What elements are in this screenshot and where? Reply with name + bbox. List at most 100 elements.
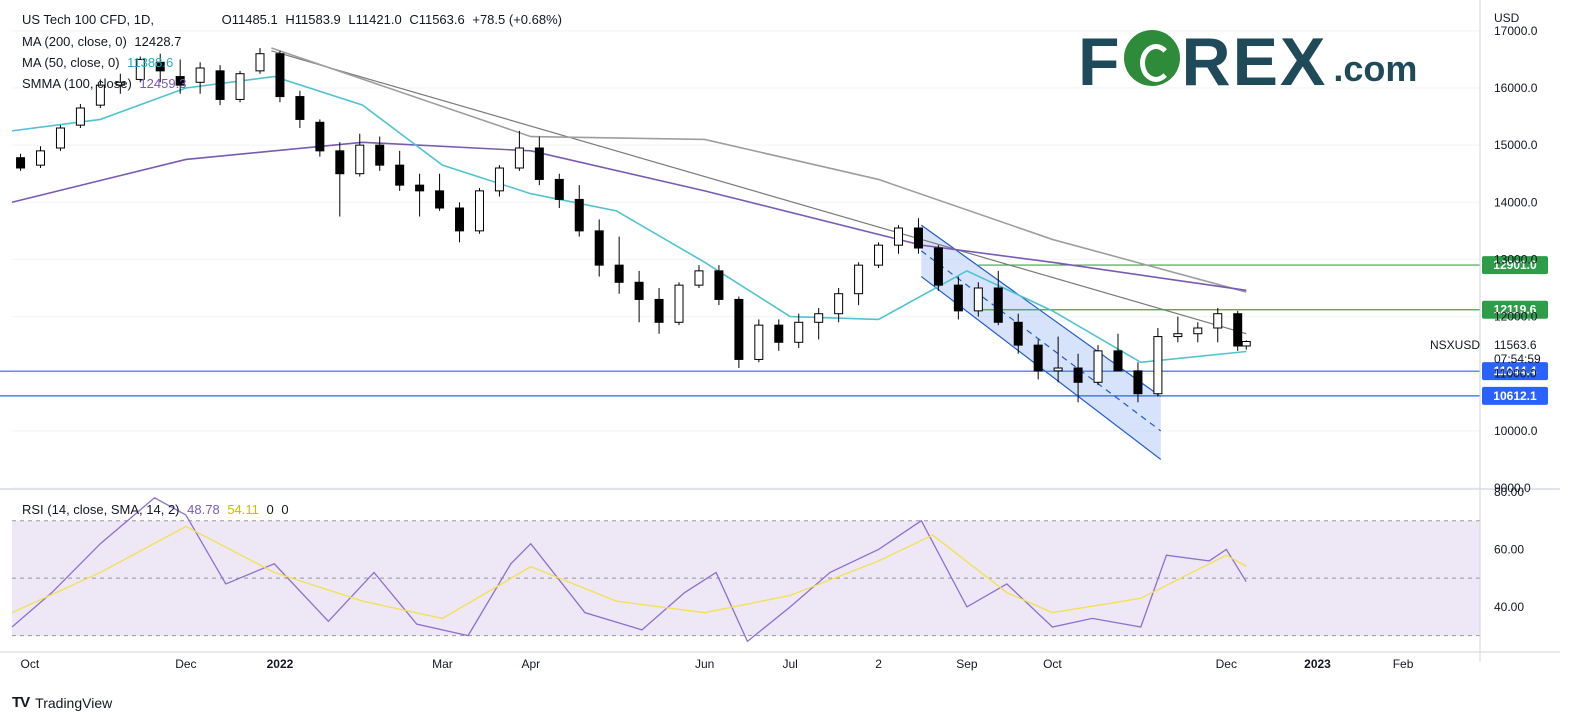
time-tick-label: 2 — [875, 657, 882, 671]
candle-body — [16, 157, 26, 169]
channel-fill — [921, 225, 1161, 460]
candle-body — [874, 244, 884, 266]
ohlc-high: H11583.9 — [285, 12, 341, 27]
time-tick-label: Oct — [21, 657, 40, 671]
horizontal-levels: 12901.0 12119.6 11044.4 10612.1 — [0, 256, 1548, 405]
price-tick-label: 16000.0 — [1494, 81, 1538, 95]
time-tick-label: 2022 — [267, 657, 294, 671]
candle-body — [973, 287, 983, 312]
candle-body — [1133, 370, 1143, 395]
candle-body — [115, 81, 125, 86]
ohlc-low: L11421.0 — [348, 12, 402, 27]
candle-body — [95, 84, 105, 106]
rsi-value: 48.78 — [187, 502, 220, 517]
level-badge-label: 11044.4 — [1494, 364, 1537, 378]
level-badge — [1482, 386, 1548, 405]
time-tick-label: Sep — [956, 657, 978, 671]
candle-body — [913, 227, 923, 249]
price-tick-label: 11000.0 — [1494, 367, 1537, 381]
candle-body — [614, 264, 624, 283]
candle-body — [514, 147, 524, 169]
candle-body — [654, 298, 664, 323]
candle-body — [55, 127, 65, 149]
main-grid — [12, 30, 1480, 489]
channel-median-line — [920, 250, 1162, 432]
price-tick-label: 9000.0 — [1494, 481, 1531, 495]
logo-suffix: .com — [1333, 48, 1418, 89]
candle-body — [1013, 321, 1023, 346]
candle-body — [634, 281, 644, 300]
candle-body — [1233, 313, 1243, 347]
ma200-line — [271, 47, 1247, 293]
level-badge — [1482, 300, 1548, 319]
candle-body — [75, 107, 85, 126]
level-badge-label: 12901.0 — [1493, 258, 1537, 272]
candle-body — [335, 150, 345, 175]
logo-text-rex: REX — [1181, 24, 1328, 100]
price-unit-label: USD — [1494, 11, 1520, 25]
time-tick-label: Oct — [1043, 657, 1062, 671]
ma50-value: 11388.6 — [127, 55, 174, 70]
rsi-legend[interactable]: RSI (14, close, SMA, 14, 2) 48.78 54.11 … — [22, 502, 293, 517]
price-tick-label: 15000.0 — [1494, 138, 1538, 152]
price-tick-label: 14000.0 — [1494, 195, 1538, 209]
axes: NSXUSD 11563.607:54:59 USD 9000.0 10000.0 110… — [0, 0, 1560, 671]
ma50-label: MA (50, close, 0) — [22, 55, 120, 70]
time-tick-label: Jun — [695, 657, 714, 671]
candle-body — [375, 144, 385, 166]
ohlc-open: O11485.1 — [221, 12, 278, 27]
level-badge-label: 10612.1 — [1493, 389, 1537, 403]
candle-body — [794, 321, 804, 343]
candle-body — [933, 247, 943, 286]
ma50-line — [11, 75, 1247, 364]
symbol-name: US Tech 100 CFD, 1D, — [22, 12, 154, 27]
rsi-extra-2: 0 — [281, 502, 289, 517]
candle-body — [894, 227, 904, 246]
price-tick-label: 13000.0 — [1494, 252, 1538, 266]
candle-body — [155, 61, 165, 72]
rsi-label: RSI (14, close, SMA, 14, 2) — [22, 502, 180, 517]
candle-body — [415, 184, 425, 192]
candle-body — [1213, 313, 1223, 329]
candle-body — [435, 190, 445, 209]
time-tick-label: Feb — [1393, 657, 1414, 671]
current-price: 11563.6 — [1494, 338, 1537, 352]
rsi-tick-label: 40.00 — [1494, 600, 1524, 614]
candle-body — [474, 190, 484, 232]
candle-body — [953, 284, 963, 312]
ohlc-change: +78.5 (+0.68%) — [472, 12, 562, 27]
rsi-pane — [11, 496, 1480, 643]
candle-body — [734, 298, 744, 360]
tradingview-footer[interactable]: TV TradingView — [12, 694, 112, 711]
tradingview-logo-icon: TV — [12, 694, 30, 711]
candle-body — [694, 270, 704, 286]
candle-body — [235, 73, 245, 100]
candle-body — [1241, 341, 1251, 347]
rsi-tick-label: 80.00 — [1494, 485, 1524, 499]
candle-body — [36, 150, 46, 166]
candle-body — [834, 293, 844, 315]
rsi-sma-value: 54.11 — [227, 502, 259, 517]
symbol-tag: NSXUSD — [1430, 338, 1480, 352]
ma200-legend[interactable]: MA (200, close, 0) 12428.7 — [22, 34, 185, 49]
candle-body — [534, 147, 544, 180]
candle-body — [574, 198, 584, 232]
time-tick-label: Apr — [521, 657, 540, 671]
ma200-value: 12428.7 — [134, 34, 182, 49]
ohlc-close: C11563.6 — [409, 12, 465, 27]
rsi-band — [12, 520, 1480, 636]
time-tick-label: Dec — [175, 657, 196, 671]
rsi-tick-label: 60.00 — [1494, 542, 1524, 556]
ma50-legend[interactable]: MA (50, close, 0) 11388.6 — [22, 55, 177, 70]
candle-body — [1033, 344, 1043, 372]
level-badge — [1482, 256, 1548, 275]
candle-body — [215, 70, 225, 100]
smma-legend[interactable]: SMMA (100, close) 12459.3 — [22, 76, 190, 91]
candle-body — [1153, 336, 1163, 395]
candle-body — [1073, 367, 1083, 383]
trendline-line — [271, 50, 1247, 335]
price-tick-label: 12000.0 — [1494, 310, 1538, 324]
candle-body — [315, 121, 325, 152]
time-tick-label: Jul — [783, 657, 798, 671]
